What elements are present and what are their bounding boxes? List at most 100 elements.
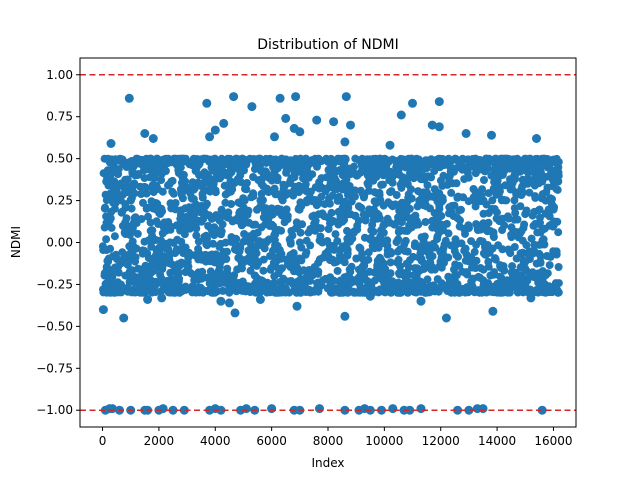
data-point: [171, 205, 180, 214]
data-point: [377, 180, 386, 189]
data-point: [515, 158, 524, 167]
data-point: [421, 156, 430, 165]
data-point: [130, 278, 139, 287]
data-point: [416, 249, 425, 258]
data-point: [517, 185, 526, 194]
data-point: [358, 189, 367, 198]
data-point: [267, 284, 276, 293]
data-point: [412, 159, 420, 168]
data-point: [552, 154, 561, 163]
data-point: [458, 154, 467, 163]
data-point: [259, 266, 268, 275]
data-point: [237, 256, 246, 265]
data-point: [374, 211, 383, 219]
data-point: [173, 267, 182, 276]
data-point: [251, 284, 259, 293]
data-point: [259, 182, 268, 191]
data-point: [429, 281, 438, 290]
data-point: [221, 238, 230, 247]
data-point: [132, 287, 141, 296]
data-point: [207, 214, 216, 223]
y-tick-label: 0.00: [46, 236, 73, 250]
data-point: [326, 219, 334, 228]
data-point: [183, 158, 192, 166]
data-point: [318, 238, 327, 247]
data-point: [402, 274, 411, 283]
data-point: [333, 237, 342, 246]
y-tick-label: 0.75: [46, 110, 73, 124]
data-point: [357, 161, 366, 170]
data-point: [224, 168, 233, 177]
data-point: [226, 177, 235, 186]
data-point: [250, 165, 259, 174]
data-point: [369, 227, 378, 236]
data-point: [157, 264, 166, 273]
plot-area: [80, 74, 576, 415]
data-point: [473, 226, 482, 235]
data-point: [451, 260, 460, 269]
data-point: [194, 160, 203, 169]
data-point: [253, 205, 261, 214]
data-point: [235, 209, 244, 218]
data-point: [269, 171, 278, 180]
data-point: [392, 238, 401, 247]
data-point: [329, 288, 337, 297]
data-point: [479, 219, 488, 228]
data-point: [357, 203, 366, 212]
data-point: [325, 194, 333, 203]
data-point: [269, 259, 278, 267]
data-point: [281, 113, 291, 123]
data-point: [434, 287, 443, 296]
data-point: [134, 264, 143, 273]
data-point: [140, 129, 150, 138]
data-point: [476, 236, 485, 245]
data-point: [478, 404, 488, 414]
data-point: [129, 242, 138, 251]
data-point: [451, 164, 460, 173]
data-point: [219, 118, 229, 128]
data-point: [310, 263, 319, 271]
data-point: [487, 130, 496, 140]
data-point: [155, 247, 164, 256]
data-point: [331, 167, 340, 176]
data-point: [239, 203, 248, 212]
data-point: [531, 193, 540, 202]
data-point: [295, 254, 304, 263]
data-point: [146, 269, 155, 278]
data-point: [267, 204, 276, 213]
data-point: [249, 252, 258, 261]
x-tick-label: 14000: [478, 434, 516, 448]
data-point: [131, 257, 140, 266]
data-point: [296, 275, 305, 284]
data-point: [456, 285, 465, 294]
data-point: [130, 179, 139, 188]
data-point: [158, 404, 168, 414]
data-point: [193, 202, 202, 211]
data-point: [277, 154, 286, 163]
data-point: [501, 181, 510, 190]
data-point: [247, 240, 256, 249]
data-point: [257, 223, 266, 232]
y-tick-label: 1.00: [46, 68, 73, 82]
data-point: [409, 271, 418, 280]
data-point: [112, 285, 121, 294]
data-point: [242, 210, 251, 219]
data-point: [278, 196, 287, 205]
data-point: [177, 178, 186, 187]
data-point: [412, 287, 421, 296]
data-point: [496, 284, 505, 293]
data-point: [464, 173, 473, 182]
data-point: [512, 190, 521, 199]
data-point: [484, 257, 493, 266]
data-point: [301, 180, 310, 189]
data-point: [444, 253, 453, 262]
data-point: [554, 177, 563, 185]
data-point: [395, 280, 404, 289]
data-point: [194, 245, 203, 253]
data-point: [372, 199, 381, 208]
data-point: [277, 226, 286, 235]
data-point: [205, 132, 215, 142]
data-point: [289, 159, 298, 168]
data-point: [265, 220, 273, 229]
data-point: [298, 220, 307, 229]
